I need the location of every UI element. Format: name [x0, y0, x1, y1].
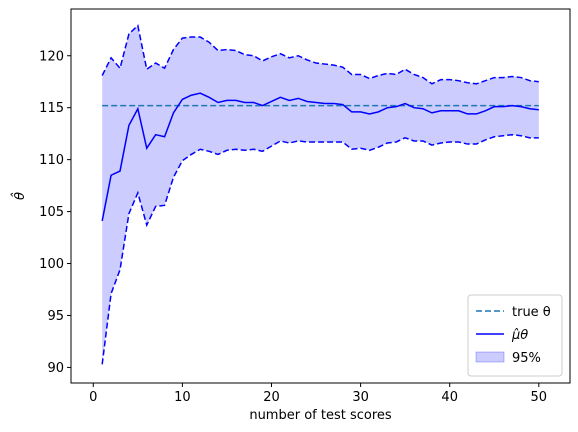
x-tick-label: 20	[263, 390, 280, 405]
legend-band-label: 95%	[512, 351, 541, 366]
y-tick-label: 100	[39, 257, 64, 272]
legend-band-swatch	[475, 351, 505, 363]
x-axis: 0 10 20 30 40 50	[89, 383, 547, 405]
band-upper-line	[101, 24, 539, 85]
y-axis: 90 95 100 105 110 115 120	[39, 49, 71, 376]
legend-mu-hat-label: μ̂θ	[511, 328, 528, 343]
plot-area	[70, 8, 571, 384]
band-lower-line	[101, 133, 539, 365]
mu-hat-line	[101, 92, 539, 222]
plot-frame	[70, 8, 571, 384]
legend-true-theta-label: true θ	[512, 305, 551, 320]
y-tick-label: 120	[39, 49, 64, 64]
x-tick-label: 30	[352, 390, 369, 405]
x-tick-label: 10	[174, 390, 191, 405]
legend-box	[467, 294, 563, 377]
y-tick-label: 115	[39, 101, 64, 116]
y-tick-label: 105	[39, 205, 64, 220]
x-tick-label: 0	[89, 390, 97, 405]
x-tick-label: 40	[441, 390, 458, 405]
y-tick-label: 90	[47, 361, 64, 376]
x-axis-label: number of test scores	[249, 408, 392, 423]
confidence-band	[102, 25, 539, 365]
x-tick-label: 50	[531, 390, 548, 405]
y-tick-label: 95	[47, 309, 64, 324]
y-axis-label: θ̂	[11, 192, 28, 200]
legend: true θ μ̂θ 95%	[467, 294, 563, 377]
y-tick-label: 110	[39, 153, 64, 168]
